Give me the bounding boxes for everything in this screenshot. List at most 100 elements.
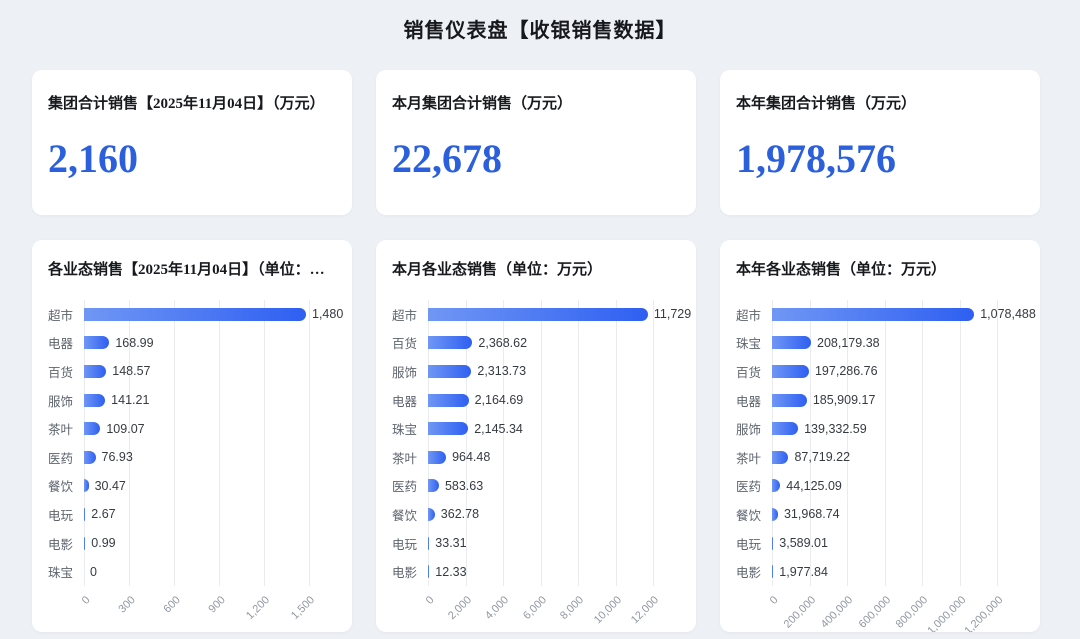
value-label: 197,286.76 xyxy=(814,364,878,379)
category-label: 珠宝 xyxy=(48,566,74,581)
bar-track: 33.31 xyxy=(428,536,696,550)
category-label: 百货 xyxy=(392,337,418,352)
category-label: 电影 xyxy=(48,537,74,552)
gridline xyxy=(997,300,998,586)
bar[interactable] xyxy=(84,536,86,550)
bar[interactable] xyxy=(84,364,107,378)
bar[interactable] xyxy=(772,422,799,436)
bar[interactable] xyxy=(772,507,778,521)
bar[interactable] xyxy=(428,479,439,493)
bar-track: 208,179.38 xyxy=(772,335,1040,350)
value-label: 2.67 xyxy=(91,507,116,522)
bar-row: 电玩 3,589.01 xyxy=(736,529,1040,558)
value-label: 362.78 xyxy=(440,507,480,522)
x-axis: 0 300 600 900 1,200 1,500 xyxy=(80,592,318,632)
bar-track: 2,313.73 xyxy=(428,364,696,379)
gridline xyxy=(653,300,654,586)
bar[interactable] xyxy=(772,307,975,321)
bar-track: 76.93 xyxy=(84,450,352,464)
bar[interactable] xyxy=(772,565,774,579)
bar-row: 医药 583.63 xyxy=(392,472,696,501)
value-label: 964.48 xyxy=(452,450,491,465)
bar-track: 2,145.34 xyxy=(428,421,696,436)
bar[interactable] xyxy=(428,565,430,579)
bar[interactable] xyxy=(428,536,430,550)
bar-track: 12.33 xyxy=(428,564,696,579)
category-label: 电器 xyxy=(48,337,74,352)
category-label: 百货 xyxy=(48,365,74,380)
bar-track: 362.78 xyxy=(428,507,696,522)
value-label: 30.47 xyxy=(94,478,126,493)
bar[interactable] xyxy=(428,364,472,378)
bar[interactable] xyxy=(428,336,473,350)
bar-track: 197,286.76 xyxy=(772,364,1040,379)
value-label: 2,145.34 xyxy=(474,421,523,436)
gridline xyxy=(809,300,811,586)
x-axis-tick-label: 600,000 xyxy=(856,594,893,631)
value-label: 208,179.38 xyxy=(817,335,880,350)
bar[interactable] xyxy=(84,393,106,407)
value-label: 141.21 xyxy=(111,393,150,408)
bar[interactable] xyxy=(84,422,101,436)
bar[interactable] xyxy=(772,364,809,378)
bar-row: 餐饮 30.47 xyxy=(48,472,352,501)
chart-card-daily-by-category: 各业态销售【2025年11月04日】（单位：… 超市 1,480 电器 168.99 百… xyxy=(32,240,352,632)
chart-rows: 超市 1,480 电器 168.99 百货 148.57 服饰 141.21 茶叶 109.07 医… xyxy=(48,300,352,586)
x-axis-tick-label: 0 xyxy=(79,594,93,607)
bar-track: 109.07 xyxy=(84,422,352,436)
bar-row: 茶叶 109.07 xyxy=(48,414,352,443)
value-label: 2,313.73 xyxy=(477,364,527,379)
bar[interactable] xyxy=(428,393,469,407)
bar[interactable] xyxy=(428,450,447,464)
x-axis-tick-label: 1,000,000 xyxy=(924,594,968,632)
gridline xyxy=(847,300,848,586)
chart-gridlines xyxy=(428,300,654,586)
x-axis-tick-label: 8,000 xyxy=(558,594,587,622)
kpi-label: 本月集团合计销售（万元） xyxy=(392,96,573,112)
bar[interactable] xyxy=(772,336,812,350)
bar-track: 31,968.74 xyxy=(772,507,1040,522)
gridline xyxy=(884,300,886,586)
x-axis-tick-label: 6,000 xyxy=(521,594,549,622)
bar-row: 超市 11,729 xyxy=(392,300,696,329)
value-label: 148.57 xyxy=(112,364,151,379)
bar[interactable] xyxy=(772,450,789,464)
gridline xyxy=(503,300,504,586)
x-axis-tick-label: 2,000 xyxy=(446,594,474,622)
category-label: 百货 xyxy=(736,365,762,380)
value-label: 0.99 xyxy=(91,536,116,551)
value-label: 31,968.74 xyxy=(783,507,840,522)
value-label: 12.33 xyxy=(435,564,467,579)
bar[interactable] xyxy=(772,479,781,493)
x-axis-tick-label: 400,000 xyxy=(818,594,856,631)
bar-row: 电器 185,909.17 xyxy=(736,386,1040,415)
gridline xyxy=(428,300,429,586)
bar-track: 1,480 xyxy=(84,307,352,321)
bar-row: 电器 2,164.69 xyxy=(392,386,696,415)
bar[interactable] xyxy=(772,393,807,407)
bar-row: 餐饮 31,968.74 xyxy=(736,500,1040,529)
bar-track: 139,332.59 xyxy=(772,422,1040,436)
x-axis-tick-label: 200,000 xyxy=(781,594,818,631)
value-label: 1,078,488 xyxy=(980,307,1036,322)
value-label: 11,729 xyxy=(653,307,692,322)
gridline xyxy=(309,300,310,586)
bar[interactable] xyxy=(84,507,86,521)
bar-row: 医药 76.93 xyxy=(48,443,352,472)
kpi-value: 2,160 xyxy=(48,136,138,181)
bar[interactable] xyxy=(428,307,648,321)
bar[interactable] xyxy=(772,536,774,550)
category-label: 餐饮 xyxy=(736,508,762,523)
category-label: 超市 xyxy=(392,308,418,323)
bar[interactable] xyxy=(428,422,469,436)
bar-track: 11,729 xyxy=(428,307,696,322)
chart-card-year-by-category: 本年各业态销售（单位：万元） 超市 1,078,488 珠宝 208,179.38 百货… xyxy=(720,240,1040,632)
value-label: 3,589.01 xyxy=(779,536,828,551)
bar[interactable] xyxy=(84,479,89,493)
bar-track: 44,125.09 xyxy=(772,479,1040,493)
category-label: 医药 xyxy=(392,480,418,495)
bar[interactable] xyxy=(428,507,435,521)
bar[interactable] xyxy=(84,450,96,464)
bar[interactable] xyxy=(84,307,306,321)
bar[interactable] xyxy=(84,336,110,350)
